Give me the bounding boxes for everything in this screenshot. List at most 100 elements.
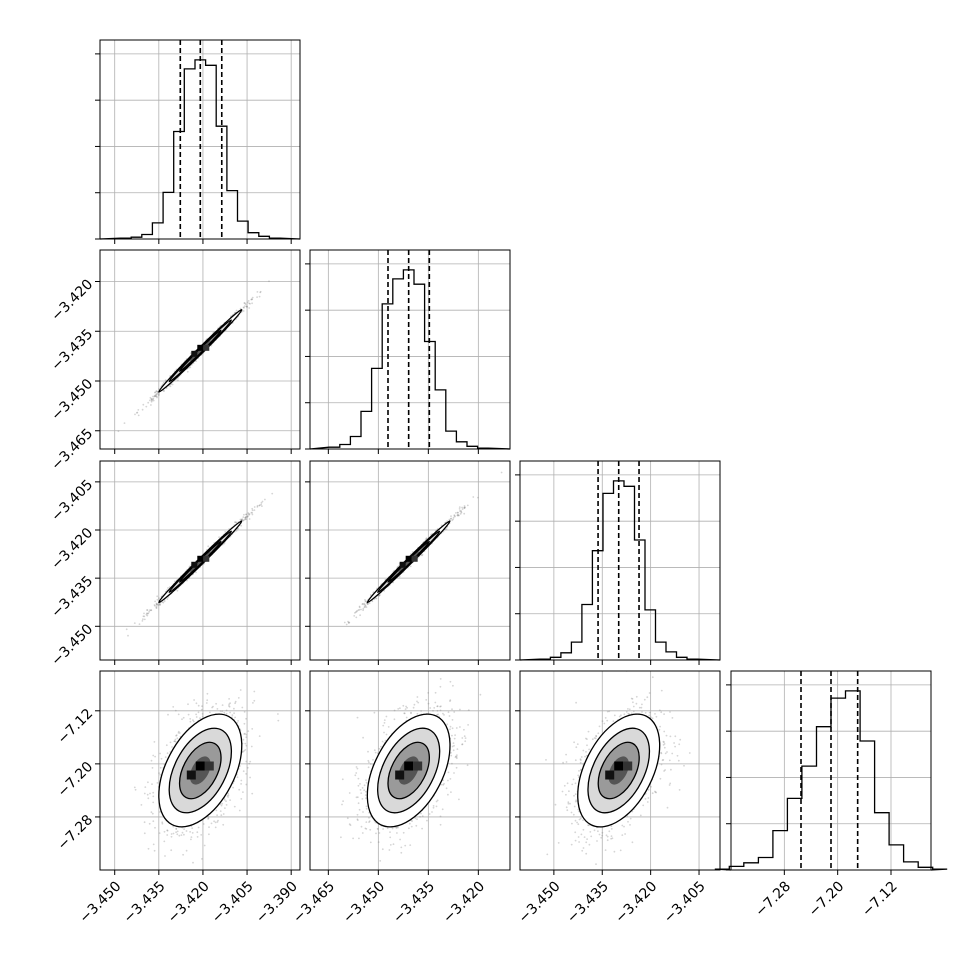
density-peak bbox=[191, 561, 198, 568]
sample-point bbox=[141, 408, 144, 411]
sample-point bbox=[355, 616, 358, 619]
sample-point bbox=[151, 783, 153, 785]
sample-point bbox=[445, 528, 448, 530]
sample-point bbox=[155, 393, 158, 396]
sample-point bbox=[459, 513, 462, 515]
sample-point bbox=[155, 390, 158, 393]
sample-point bbox=[259, 291, 262, 294]
sample-point bbox=[236, 776, 239, 779]
sample-point bbox=[221, 802, 224, 805]
sample-point bbox=[143, 618, 146, 621]
sample-point bbox=[155, 603, 158, 606]
sample-point bbox=[453, 515, 456, 517]
sample-point bbox=[147, 797, 150, 800]
sample-point bbox=[175, 734, 178, 737]
sample-point bbox=[228, 705, 230, 707]
sample-point bbox=[154, 605, 156, 607]
sample-point bbox=[251, 728, 254, 730]
sample-point bbox=[247, 730, 250, 732]
sample-point bbox=[152, 801, 155, 804]
sample-point bbox=[450, 517, 453, 520]
sample-point bbox=[152, 795, 155, 798]
sample-point bbox=[211, 706, 214, 709]
sample-point bbox=[251, 296, 254, 299]
sample-point bbox=[251, 507, 254, 510]
sample-point bbox=[189, 366, 192, 369]
sample-point bbox=[245, 733, 248, 736]
sample-point bbox=[379, 594, 381, 596]
panel-frame bbox=[99, 249, 301, 450]
sample-point bbox=[224, 807, 226, 809]
sample-point bbox=[364, 605, 367, 607]
sample-point bbox=[463, 512, 466, 515]
sample-point bbox=[207, 818, 210, 820]
sample-point bbox=[362, 607, 365, 610]
sample-point bbox=[461, 506, 463, 509]
sample-point bbox=[153, 741, 156, 743]
sample-point bbox=[261, 500, 264, 503]
sample-point bbox=[158, 394, 160, 396]
sample-point bbox=[261, 505, 263, 507]
sample-point bbox=[240, 798, 243, 800]
sample-point bbox=[247, 513, 250, 515]
sample-point bbox=[253, 690, 256, 693]
sample-point bbox=[134, 788, 137, 791]
sample-point bbox=[243, 711, 246, 713]
sample-point bbox=[151, 399, 153, 402]
sample-point bbox=[458, 506, 461, 508]
sample-point bbox=[246, 515, 248, 518]
sample-point bbox=[347, 620, 349, 623]
sample-point bbox=[175, 827, 178, 830]
sample-point bbox=[155, 606, 158, 609]
sample-point bbox=[170, 835, 173, 838]
sample-point bbox=[174, 709, 177, 712]
sample-point bbox=[136, 411, 139, 414]
sample-point bbox=[138, 623, 141, 625]
sample-point bbox=[136, 412, 138, 414]
sample-point bbox=[461, 508, 464, 510]
sample-point bbox=[146, 609, 148, 611]
sample-point bbox=[221, 704, 224, 706]
sample-point bbox=[133, 786, 136, 789]
sample-point bbox=[231, 714, 234, 716]
sample-point bbox=[155, 603, 158, 605]
sample-point bbox=[238, 788, 241, 791]
sample-point bbox=[246, 301, 249, 304]
sample-point bbox=[137, 409, 140, 411]
sample-point bbox=[150, 609, 152, 612]
sample-point bbox=[358, 605, 361, 608]
sample-point bbox=[454, 515, 456, 518]
sample-point bbox=[256, 296, 258, 298]
sample-point bbox=[192, 720, 195, 723]
histogram-panel-0 bbox=[95, 39, 301, 240]
sample-point bbox=[247, 300, 250, 302]
sample-point bbox=[146, 609, 149, 611]
sample-point bbox=[190, 838, 192, 841]
sample-point bbox=[159, 773, 162, 776]
sample-point bbox=[183, 828, 186, 830]
sample-point bbox=[355, 610, 358, 613]
sample-point bbox=[449, 517, 452, 520]
histogram-step bbox=[309, 269, 511, 450]
sample-point bbox=[201, 713, 204, 715]
sample-point bbox=[193, 699, 196, 701]
sample-point bbox=[229, 702, 232, 705]
sample-point bbox=[209, 711, 211, 714]
sample-point bbox=[141, 620, 144, 622]
sample-point bbox=[243, 306, 245, 309]
sample-point bbox=[150, 398, 153, 401]
sample-point bbox=[250, 298, 253, 301]
sample-point bbox=[142, 403, 145, 406]
sample-point bbox=[222, 813, 225, 815]
sample-point bbox=[241, 518, 243, 521]
sample-point bbox=[134, 413, 136, 416]
sample-point bbox=[158, 597, 160, 599]
sample-point bbox=[199, 717, 201, 719]
sample-point bbox=[250, 298, 253, 301]
sample-point bbox=[196, 836, 199, 838]
sample-point bbox=[192, 861, 194, 864]
sample-point bbox=[259, 290, 262, 293]
sample-point bbox=[363, 606, 366, 608]
sample-point bbox=[241, 518, 244, 521]
